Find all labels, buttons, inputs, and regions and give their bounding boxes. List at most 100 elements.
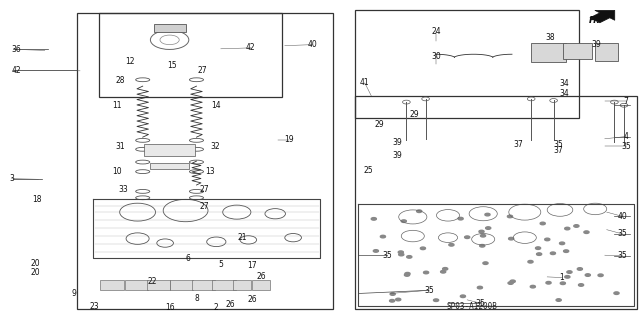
Circle shape [399,253,404,256]
Circle shape [574,225,579,227]
Text: 27: 27 [200,185,210,194]
Circle shape [536,253,541,256]
Circle shape [546,281,551,284]
Circle shape [564,250,569,252]
Text: 39: 39 [392,151,402,160]
Text: 19: 19 [284,135,294,144]
Circle shape [508,215,513,218]
Text: 10: 10 [112,167,122,176]
Circle shape [564,227,570,230]
Text: 26: 26 [248,295,258,304]
Text: 35: 35 [424,286,434,295]
Circle shape [509,237,514,240]
Text: 37: 37 [553,146,563,155]
Text: 35: 35 [617,229,627,238]
Circle shape [508,282,513,284]
Bar [99,13,282,97]
Text: 34: 34 [559,89,570,98]
Text: 36: 36 [11,45,21,54]
Text: 26: 26 [256,272,266,281]
Bar [212,280,236,290]
Text: 40: 40 [617,212,627,221]
Text: 32: 32 [210,142,220,151]
Circle shape [465,236,470,239]
Circle shape [398,251,403,254]
Circle shape [531,286,536,288]
Text: 41: 41 [360,78,370,87]
Circle shape [550,252,556,255]
Circle shape [485,213,490,216]
Bar [595,43,618,61]
Circle shape [560,282,565,285]
Text: 3: 3 [9,174,14,183]
Text: 14: 14 [211,101,221,110]
Text: 29: 29 [374,120,384,129]
Circle shape [405,272,410,275]
Bar [150,163,189,169]
Bar [252,280,270,290]
Text: 8: 8 [195,294,200,303]
Circle shape [477,286,483,289]
Bar [147,280,170,290]
Circle shape [479,244,484,247]
Circle shape [440,271,445,273]
Circle shape [390,300,395,302]
Text: 35: 35 [553,140,563,149]
Bar [125,280,148,290]
Text: 35: 35 [621,142,631,151]
Circle shape [556,299,561,301]
Circle shape [404,274,410,276]
Text: 16: 16 [164,303,175,312]
Bar [233,280,251,290]
Circle shape [390,293,396,295]
Circle shape [545,238,550,241]
Text: 40: 40 [307,40,317,49]
Circle shape [479,230,484,233]
Bar [192,280,215,290]
Text: 30: 30 [431,52,442,61]
Text: 42: 42 [246,43,256,52]
Bar [531,43,566,62]
Circle shape [598,274,603,277]
Circle shape [528,261,533,263]
Bar [77,13,333,309]
Circle shape [481,234,486,237]
Bar [170,280,193,290]
Circle shape [483,262,488,264]
Text: 26: 26 [225,300,236,309]
Text: 20: 20 [30,259,40,268]
Text: 17: 17 [246,261,257,270]
Bar [154,24,186,32]
Text: 12: 12 [125,57,134,66]
Bar [563,43,592,59]
Circle shape [559,242,564,245]
Text: 24: 24 [431,27,442,36]
Bar [355,10,579,118]
Circle shape [371,218,376,220]
Text: 13: 13 [205,167,215,176]
Circle shape [540,222,545,225]
Circle shape [401,220,406,222]
Circle shape [577,268,582,270]
Text: 35: 35 [382,251,392,260]
Circle shape [565,276,570,278]
Circle shape [567,271,572,273]
Circle shape [443,268,448,270]
Circle shape [424,271,429,274]
Circle shape [536,247,541,249]
Text: 28: 28 [116,76,125,85]
Text: 27: 27 [200,202,210,211]
Text: 29: 29 [410,110,420,119]
Text: 7: 7 [623,97,628,106]
Text: 42: 42 [11,66,21,75]
Text: 37: 37 [513,140,524,149]
Bar [355,96,637,309]
Circle shape [380,235,385,238]
Text: 23: 23 [90,302,100,311]
Circle shape [486,227,491,229]
Text: 4: 4 [623,132,628,141]
Text: 22: 22 [148,277,157,286]
Circle shape [407,256,412,258]
Text: 15: 15 [166,61,177,70]
Circle shape [614,292,619,294]
